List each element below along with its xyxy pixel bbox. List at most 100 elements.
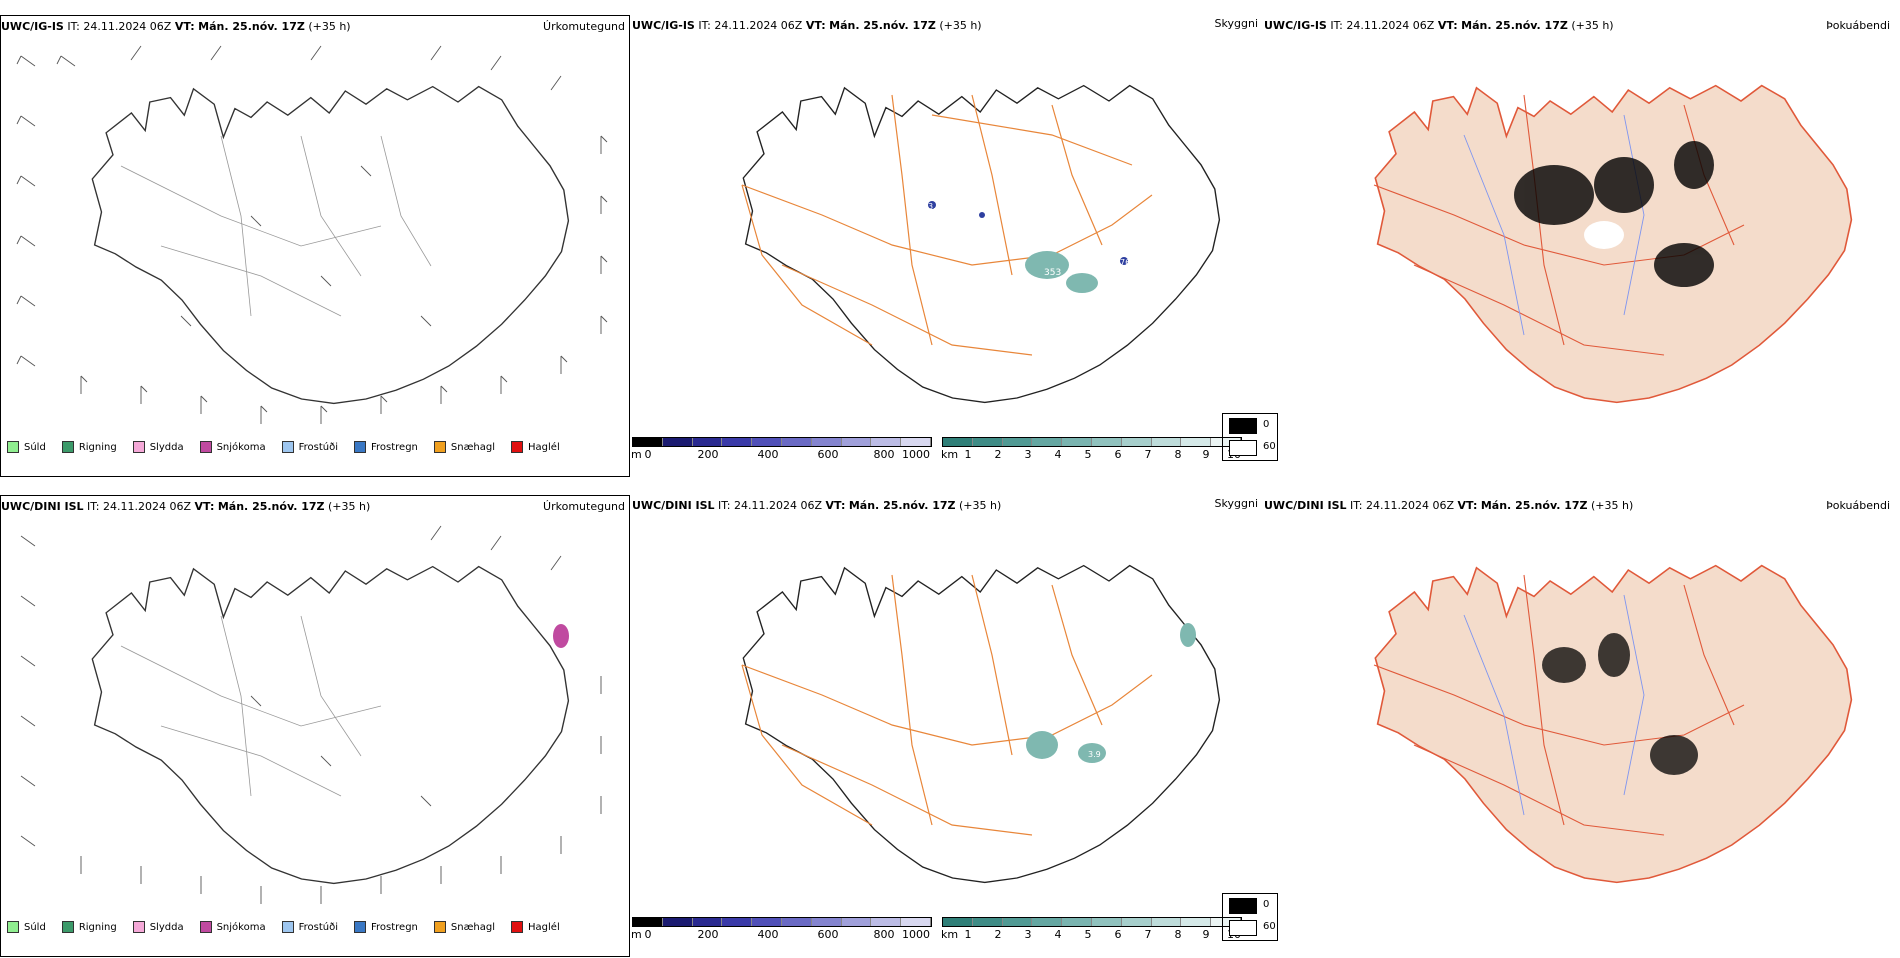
unit-label: km (941, 448, 959, 461)
tick-label: 4 (1054, 448, 1062, 461)
model-name: UWC/DINI ISL (1264, 499, 1347, 512)
tick-label: 1 (964, 448, 972, 461)
visibility-km-colorbar: km 1 2 3 4 5 6 7 8 9 10 (941, 917, 1242, 941)
swatch (61, 441, 74, 453)
legend-item: Haglél (511, 441, 560, 453)
it-label: IT: (698, 19, 711, 32)
vis-label: 3.9 (1088, 750, 1101, 759)
tick-label: 6 (1114, 448, 1122, 461)
lead-time: (+35 h) (1571, 19, 1614, 32)
it-label: IT: (1330, 19, 1343, 32)
tick-label: 0 (644, 928, 652, 941)
legend-label: Frostregn (371, 441, 418, 453)
fog-max-label: 60 (1263, 441, 1276, 452)
init-time: 24.11.2024 06Z (1346, 19, 1435, 32)
tick-label: 200 (697, 928, 719, 941)
vis-label: 3.9 (928, 202, 941, 211)
unit-label: m (631, 928, 642, 941)
valid-time: Mán. 25.nóv. 17Z (217, 500, 325, 513)
init-time: 24.11.2024 06Z (83, 20, 172, 33)
swatch-black (1229, 418, 1257, 434)
tick-label: 1000 (902, 448, 930, 461)
model-name: UWC/DINI ISL (632, 499, 715, 512)
panel-type-label: Þokuábendi (1826, 499, 1890, 512)
tick-label: 0 (644, 448, 652, 461)
tick-label: 7 (1144, 928, 1152, 941)
vt-label: VT: (805, 19, 826, 32)
legend-label: Slydda (149, 921, 184, 933)
panel-type-label: Úrkomutegund (543, 20, 625, 33)
vt-label: VT: (1437, 19, 1458, 32)
legend-item: Slydda (132, 441, 184, 453)
tick-label: 400 (757, 928, 779, 941)
legend-label: Snæhagl (450, 441, 496, 453)
vis-label: 353 (1044, 268, 1061, 278)
swatch-black (1229, 898, 1257, 914)
legend-label: Rigning (78, 441, 117, 453)
valid-time: Mán. 25.nóv. 17Z (829, 19, 936, 32)
valid-time: Mán. 25.nóv. 17Z (848, 499, 956, 512)
swatch-white (1229, 440, 1257, 456)
legend-item: Snæhagl (433, 441, 496, 453)
precip-type-map-top (16, 45, 608, 424)
model-name: UWC/IG-IS (1264, 19, 1327, 32)
init-time: 24.11.2024 06Z (103, 500, 192, 513)
precip-legend-bottom: Súld Rigning Slydda Snjókoma Frostúði Fr… (7, 921, 576, 933)
init-time: 24.11.2024 06Z (1366, 499, 1455, 512)
tick-label: 5 (1084, 928, 1092, 941)
tick-label: 3 (1024, 448, 1032, 461)
model-name: UWC/IG-IS (632, 19, 695, 32)
it-label: IT: (87, 500, 100, 513)
precip-type-panel-top: UWC/IG-IS IT: 24.11.2024 06Z VT: Mán. 25… (0, 15, 630, 477)
legend-label: Frostúði (298, 921, 338, 933)
swatch (281, 441, 294, 453)
fog-legend-top: 0 60 (1222, 413, 1278, 461)
tick-label: 2 (994, 448, 1002, 461)
legend-item: Haglél (511, 921, 560, 933)
swatch (132, 441, 145, 453)
legend-label: Frostúði (298, 441, 338, 453)
fog-index-map-top (1373, 84, 1853, 404)
it-label: IT: (718, 499, 731, 512)
lead-time: (+35 h) (1591, 499, 1634, 512)
swatch (511, 921, 524, 933)
swatch (199, 441, 212, 453)
model-name: UWC/IG-IS (1, 20, 64, 33)
legend-label: Haglél (528, 441, 560, 453)
visibility-panel-top: 353 3.9 76 UWC/IG-IS IT: 24.11.2024 06Z … (631, 15, 1262, 477)
legend-label: Frostregn (371, 921, 418, 933)
vt-label: VT: (825, 499, 846, 512)
snow-area (553, 624, 569, 648)
valid-time: Mán. 25.nóv. 17Z (198, 20, 305, 33)
precip-legend-top: Súld Rigning Slydda Snjókoma Frostúði Fr… (7, 441, 576, 453)
fog-shading (1514, 141, 1714, 287)
tick-label: 5 (1084, 448, 1092, 461)
legend-label: Snjókoma (216, 441, 266, 453)
swatch (132, 921, 145, 933)
fog-min-label: 0 (1263, 899, 1270, 910)
visibility-shading (1025, 251, 1098, 293)
visibility-m-colorbar: m 0 200 400 600 800 1000 (631, 437, 932, 461)
swatch (433, 441, 446, 453)
panel-type-label: Þokuábendi (1826, 19, 1890, 32)
legend-label: Slydda (149, 441, 184, 453)
visibility-panel-bottom: 3.9 UWC/DINI ISL IT: 24.11.2024 06Z VT: … (631, 495, 1262, 957)
lead-time: (+35 h) (308, 20, 351, 33)
visibility-map-top: 353 3.9 76 (741, 84, 1221, 404)
model-name: UWC/DINI ISL (1, 500, 84, 513)
legend-item: Súld (7, 921, 46, 933)
fog-max-label: 60 (1263, 921, 1276, 932)
tick-label: 800 (873, 928, 895, 941)
legend-label: Haglél (528, 921, 560, 933)
precip-type-panel-bottom: UWC/DINI ISL IT: 24.11.2024 06Z VT: Mán.… (0, 495, 630, 957)
tick-label: 8 (1174, 928, 1182, 941)
tick-label: 600 (817, 928, 839, 941)
init-time: 24.11.2024 06Z (734, 499, 823, 512)
wind-barbs (16, 45, 608, 424)
swatch (7, 921, 19, 933)
swatch (511, 441, 524, 453)
tick-label: 800 (873, 448, 895, 461)
vt-label: VT: (194, 500, 215, 513)
unit-label: m (631, 448, 642, 461)
swatch-white (1229, 920, 1257, 936)
